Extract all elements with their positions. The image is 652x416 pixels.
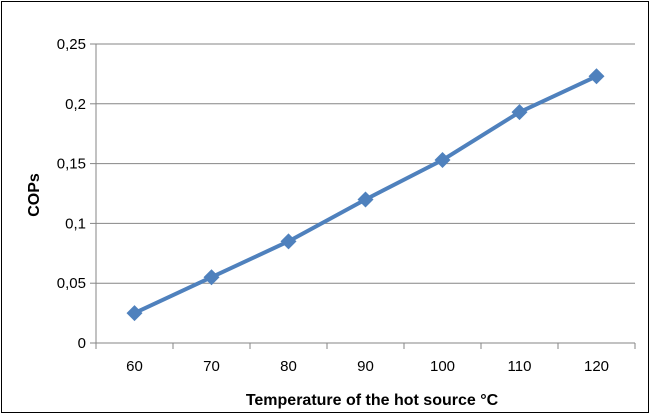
x-tick-label-70: 70 [203, 358, 220, 375]
y-axis-title: COPs [26, 173, 43, 217]
y-tick-label-2: 0,1 [65, 215, 86, 232]
data-point-90 [357, 191, 374, 208]
y-tick-label-5: 0,25 [57, 36, 86, 53]
x-tick-label-90: 90 [357, 358, 374, 375]
data-point-120 [588, 68, 605, 85]
x-tick-label-80: 80 [280, 358, 297, 375]
y-tick-labels: 0 0,05 0,1 0,15 0,2 0,25 [57, 36, 86, 352]
x-tick-label-60: 60 [126, 358, 143, 375]
x-axis-title: Temperature of the hot source °C [246, 392, 499, 409]
y-tick-label-3: 0,15 [57, 156, 86, 173]
y-tick-label-0: 0 [78, 335, 86, 352]
data-point-60 [126, 305, 143, 322]
data-point-110 [511, 104, 528, 121]
data-point-100 [434, 152, 451, 169]
y-tick-label-4: 0,2 [65, 96, 86, 113]
gridlines [96, 43, 635, 284]
data-point-80 [280, 233, 297, 250]
data-point-70 [203, 269, 220, 286]
x-tick-labels: 60 70 80 90 100 110 120 [126, 358, 609, 375]
x-tick-label-100: 100 [430, 358, 455, 375]
series-cops [126, 68, 605, 322]
x-tick-label-110: 110 [508, 358, 532, 375]
y-tick-label-1: 0,05 [57, 275, 86, 292]
axes [90, 43, 636, 349]
x-tick-label-120: 120 [584, 358, 609, 375]
